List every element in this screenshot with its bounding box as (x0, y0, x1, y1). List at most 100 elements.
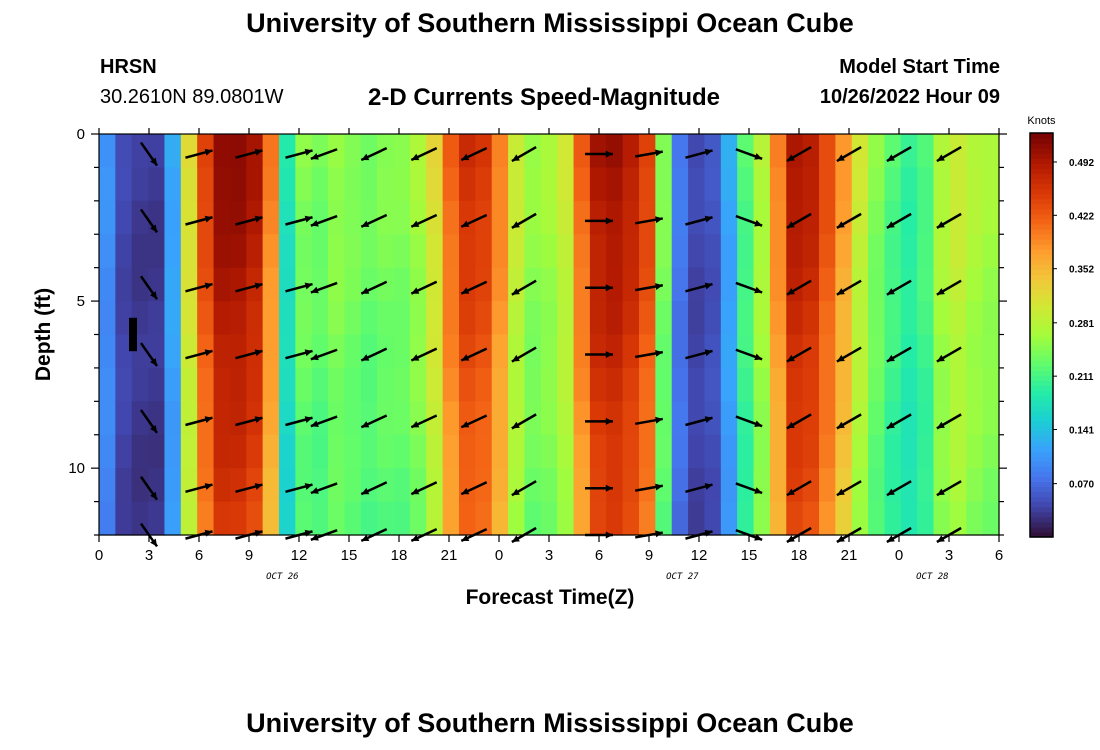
heatmap-cell (115, 167, 133, 202)
heatmap-cell (262, 434, 280, 469)
x-tick-label: 6 (995, 547, 1003, 564)
colorbar-tick-label: 0.352 (1069, 265, 1094, 276)
heatmap-cell (475, 134, 493, 169)
heatmap-cell (213, 134, 231, 169)
heatmap-cell (328, 234, 346, 269)
current-vector (310, 148, 338, 161)
heatmap-cell (557, 134, 575, 169)
current-vector (511, 346, 537, 363)
current-vector (410, 147, 438, 162)
heatmap-cell (115, 468, 133, 503)
heatmap-cell (835, 401, 853, 436)
current-vector (585, 150, 613, 158)
heatmap-cell (949, 301, 967, 336)
heatmap-cell (491, 167, 509, 202)
heatmap-cell (279, 200, 296, 235)
heatmap-cell (835, 234, 853, 269)
current-vector (886, 145, 912, 163)
chart-title: University of Southern Mississippi Ocean… (246, 8, 854, 38)
heatmap-cell (246, 267, 264, 302)
heatmap-cell (720, 134, 738, 169)
heatmap-cell (99, 267, 116, 302)
heatmap-cell (131, 167, 149, 202)
heatmap-cell (720, 367, 738, 402)
heatmap-cell (917, 134, 935, 169)
heatmap-cell (851, 234, 869, 269)
heatmap-cell (949, 501, 967, 536)
heatmap-cell (508, 334, 526, 369)
heatmap-cell (131, 134, 149, 169)
heatmap-cell (311, 334, 329, 369)
heatmap-cell (557, 434, 575, 469)
heatmap-cell (344, 501, 362, 536)
heatmap-cell (99, 401, 116, 436)
heatmap-cell (295, 301, 313, 336)
heatmap-cell (377, 401, 395, 436)
heatmap-cell (295, 501, 313, 536)
heatmap-cell (622, 301, 640, 336)
heatmap-cell (655, 301, 673, 336)
heatmap-cell (491, 301, 509, 336)
heatmap-cell (180, 301, 198, 336)
heatmap-cell (262, 167, 280, 202)
heatmap-cell (884, 200, 902, 235)
current-vector (511, 212, 537, 229)
heatmap-cell (246, 301, 264, 336)
heatmap-cell (328, 501, 346, 536)
heatmap-cell (884, 267, 902, 302)
heatmap-cell (279, 234, 296, 269)
heatmap-cell (819, 401, 836, 436)
heatmap-cell (459, 468, 476, 503)
heatmap-cell (442, 200, 460, 235)
heatmap-cell (720, 501, 738, 536)
current-vector (786, 413, 812, 430)
heatmap-cell (966, 301, 984, 336)
heatmap-cell (393, 167, 411, 202)
heatmap-cell (753, 234, 771, 269)
heatmap-cell (409, 134, 427, 169)
heatmap-cell (393, 401, 411, 436)
heatmap-cell (704, 401, 722, 436)
heatmap-cell (344, 334, 362, 369)
x-axis-label: Forecast Time(Z) (466, 586, 635, 609)
heatmap-cell (540, 301, 558, 336)
heatmap-cell (917, 401, 935, 436)
heatmap-cell (377, 167, 395, 202)
heatmap-cell (377, 367, 395, 402)
heatmap-cell (884, 367, 902, 402)
heatmap-cell (737, 334, 755, 369)
heatmap-cell (769, 267, 787, 302)
heatmap-cell (426, 334, 444, 369)
current-vector (786, 145, 812, 163)
heatmap-cell (557, 301, 575, 336)
heatmap-cell (819, 301, 836, 336)
heatmap-cell (655, 401, 673, 436)
heatmap-cell (622, 434, 640, 469)
heatmap-cell (213, 468, 231, 503)
heatmap-cell (409, 401, 427, 436)
heatmap-cell (786, 367, 804, 402)
heatmap-cell (360, 301, 378, 336)
heatmap-cell (622, 468, 640, 503)
heatmap-cell (900, 267, 918, 302)
heatmap-cell (229, 134, 247, 169)
heatmap-cell (262, 267, 280, 302)
heatmap-cell (295, 468, 313, 503)
heatmap-cell (311, 367, 329, 402)
heatmap-cell (262, 301, 280, 336)
heatmap-cell (753, 200, 771, 235)
heatmap-cell (573, 501, 591, 536)
heatmap-cell (688, 334, 706, 369)
heatmap-cell (279, 434, 296, 469)
heatmap-cell (949, 468, 967, 503)
heatmap-cell (229, 367, 247, 402)
current-vector (786, 346, 812, 363)
heatmap-cell (459, 367, 476, 402)
heatmap-cell (819, 200, 836, 235)
heatmap-cell (737, 468, 755, 503)
current-vector (410, 481, 438, 496)
current-vector (511, 480, 537, 497)
current-vector (460, 347, 488, 362)
heatmap-cell (508, 234, 526, 269)
heatmap-cell (786, 401, 804, 436)
